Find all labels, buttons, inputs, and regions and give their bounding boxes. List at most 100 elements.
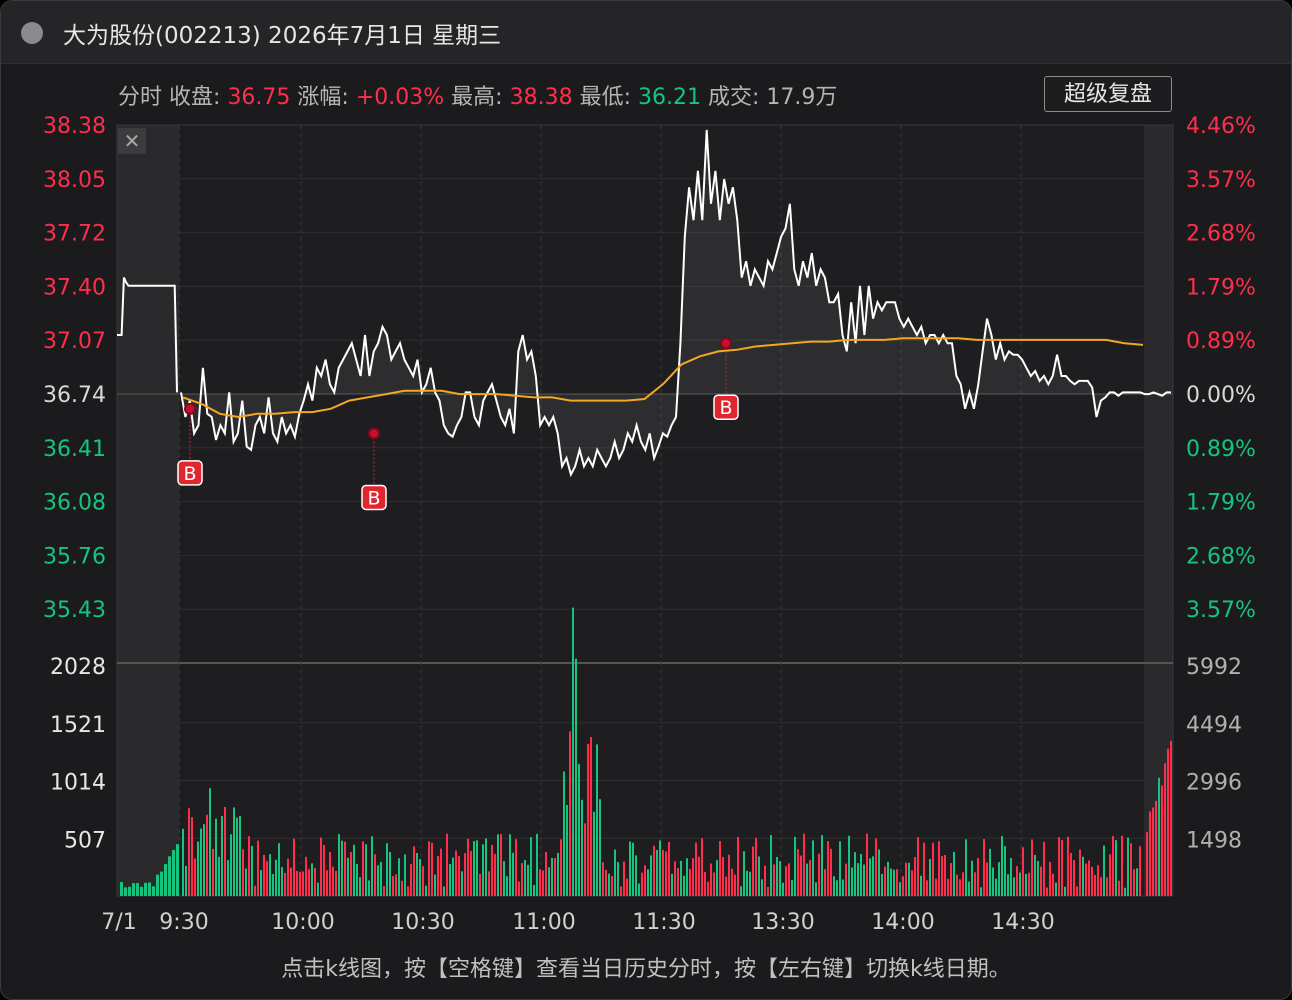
volume-bar: [905, 862, 907, 896]
volume-bar: [407, 886, 409, 896]
volume-bar: [875, 838, 877, 896]
volume-bar: [1052, 873, 1054, 896]
volume-bar: [500, 834, 502, 896]
volume-bar: [833, 876, 835, 896]
volume-bar: [302, 871, 304, 896]
volume-bar: [797, 849, 799, 896]
volume-bar: [512, 852, 514, 896]
volume-bar: [725, 876, 727, 896]
volume-bar: [1004, 846, 1006, 896]
volume-bar: [950, 863, 952, 896]
volume-bar: [443, 886, 445, 896]
price-tick-label: 36.08: [43, 491, 106, 516]
volume-bar: [779, 861, 781, 896]
volume-bar: [242, 849, 244, 896]
volume-bar: [1091, 866, 1093, 896]
volume-bar: [710, 863, 712, 896]
volume-bar: [368, 880, 370, 896]
volume-bar: [848, 835, 850, 896]
volume-bar: [1028, 872, 1030, 896]
volume-bar: [1067, 836, 1069, 896]
volume-bar: [659, 840, 661, 896]
volume-bar: [359, 877, 361, 896]
volume-bar: [845, 863, 847, 896]
volume-bar: [698, 856, 700, 896]
volume-bar: [1146, 832, 1148, 896]
price-tick-label: 35.43: [43, 598, 106, 623]
volume-bar: [1055, 882, 1057, 896]
volume-bar: [773, 864, 775, 896]
volume-bar: [428, 841, 430, 896]
volume-bar: [404, 854, 406, 896]
volume-bar: [1158, 777, 1160, 896]
volume-bar: [1007, 874, 1009, 896]
volume-bar: [383, 885, 385, 896]
volume-bar: [884, 866, 886, 896]
quote-info-bar: 分时 收盘: 36.75 涨幅: +0.03% 最高: 38.38 最低: 36…: [118, 79, 837, 111]
volume-bar: [611, 876, 613, 896]
volume-bar: [254, 885, 256, 896]
volume-bar: [932, 842, 934, 896]
pct-tick-label: 3.57%: [1186, 598, 1256, 623]
price-tick-label: 38.38: [43, 114, 106, 139]
volume-bar: [221, 815, 223, 896]
volume-bar: [980, 887, 982, 896]
high-label: 最高:: [451, 85, 503, 110]
volume-bar: [755, 837, 757, 896]
volume-tick-left: 2028: [50, 655, 106, 680]
volume-bar: [446, 833, 448, 896]
volume-bar: [566, 804, 568, 896]
volume-bar: [293, 838, 295, 896]
volume-bar: [1139, 846, 1141, 896]
volume-bar: [503, 861, 505, 896]
time-label: 11:30: [632, 910, 695, 935]
volume-bar: [971, 860, 973, 896]
volume-bar: [521, 863, 523, 896]
plot-area: [117, 125, 1173, 896]
buy-marker-badge: [713, 394, 739, 420]
volume-bar: [674, 861, 676, 896]
volume-bar: [335, 870, 337, 896]
volume-tick-left: 1014: [50, 771, 106, 796]
volume-bar: [650, 855, 652, 896]
volume-bar: [218, 856, 220, 896]
volume-bar: [680, 860, 682, 896]
volume-bar: [1079, 849, 1081, 896]
volume-bar: [1094, 874, 1096, 896]
pct-tick-label: 1.79%: [1186, 275, 1256, 300]
volume-bar: [269, 854, 271, 896]
volume-bar: [743, 851, 745, 896]
volume-bar: [172, 850, 175, 896]
time-label: 13:30: [751, 910, 814, 935]
volume-bar: [998, 862, 1000, 896]
volume-bar: [791, 880, 793, 896]
volume-bar: [947, 878, 949, 896]
volume-bar: [467, 838, 469, 896]
volume-tick-left: 507: [64, 828, 106, 853]
close-panel-icon[interactable]: ✕: [118, 128, 146, 154]
volume-bar: [872, 856, 874, 896]
time-label: 14:30: [991, 910, 1054, 935]
volume-bar: [311, 863, 313, 896]
volume-bar: [124, 887, 127, 896]
volume-bar: [506, 876, 508, 896]
volume-bar: [389, 851, 391, 896]
volume-bar: [191, 817, 193, 896]
volume-bar: [629, 841, 631, 896]
pct-tick-label: 2.68%: [1186, 222, 1256, 247]
volume-bar: [1085, 863, 1087, 896]
volume-bar: [353, 844, 355, 896]
buy-marker-label: B: [367, 487, 380, 509]
volume-bar: [995, 878, 997, 896]
volume-bar: [290, 867, 292, 896]
window-close-button[interactable]: [21, 22, 43, 44]
intraday-chart[interactable]: 38.38 4.46% 38.05 3.57% 37.72 2.68% 37.40 1.79%…: [1, 1, 1291, 941]
volume-bar: [782, 882, 784, 896]
super-replay-button[interactable]: 超级复盘: [1044, 76, 1172, 112]
volume-bar: [212, 848, 214, 896]
volume-bar: [401, 880, 403, 896]
volume-bar: [719, 841, 721, 896]
volume-bar: [185, 865, 187, 896]
volume-bar: [1133, 869, 1135, 896]
volume-bar: [602, 862, 604, 896]
